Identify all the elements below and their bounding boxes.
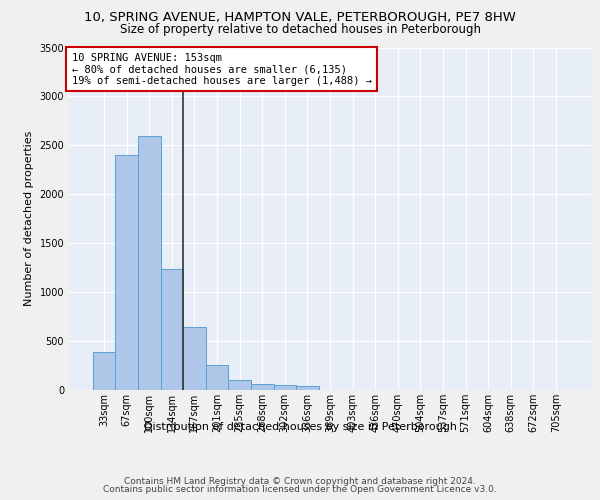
- Bar: [206, 364, 229, 390]
- Bar: [183, 328, 206, 390]
- Text: 10, SPRING AVENUE, HAMPTON VALE, PETERBOROUGH, PE7 8HW: 10, SPRING AVENUE, HAMPTON VALE, PETERBO…: [84, 11, 516, 24]
- Bar: [296, 386, 319, 390]
- Bar: [251, 384, 274, 390]
- Text: 10 SPRING AVENUE: 153sqm
← 80% of detached houses are smaller (6,135)
19% of sem: 10 SPRING AVENUE: 153sqm ← 80% of detach…: [71, 52, 371, 86]
- Text: Distribution of detached houses by size in Peterborough: Distribution of detached houses by size …: [143, 422, 457, 432]
- Bar: [115, 155, 138, 390]
- Bar: [138, 136, 161, 390]
- Bar: [229, 380, 251, 390]
- Text: Contains HM Land Registry data © Crown copyright and database right 2024.: Contains HM Land Registry data © Crown c…: [124, 477, 476, 486]
- Bar: [274, 384, 296, 390]
- Text: Size of property relative to detached houses in Peterborough: Size of property relative to detached ho…: [119, 22, 481, 36]
- Bar: [161, 268, 183, 390]
- Y-axis label: Number of detached properties: Number of detached properties: [24, 131, 34, 306]
- Text: Contains public sector information licensed under the Open Government Licence v3: Contains public sector information licen…: [103, 485, 497, 494]
- Bar: [93, 352, 115, 390]
